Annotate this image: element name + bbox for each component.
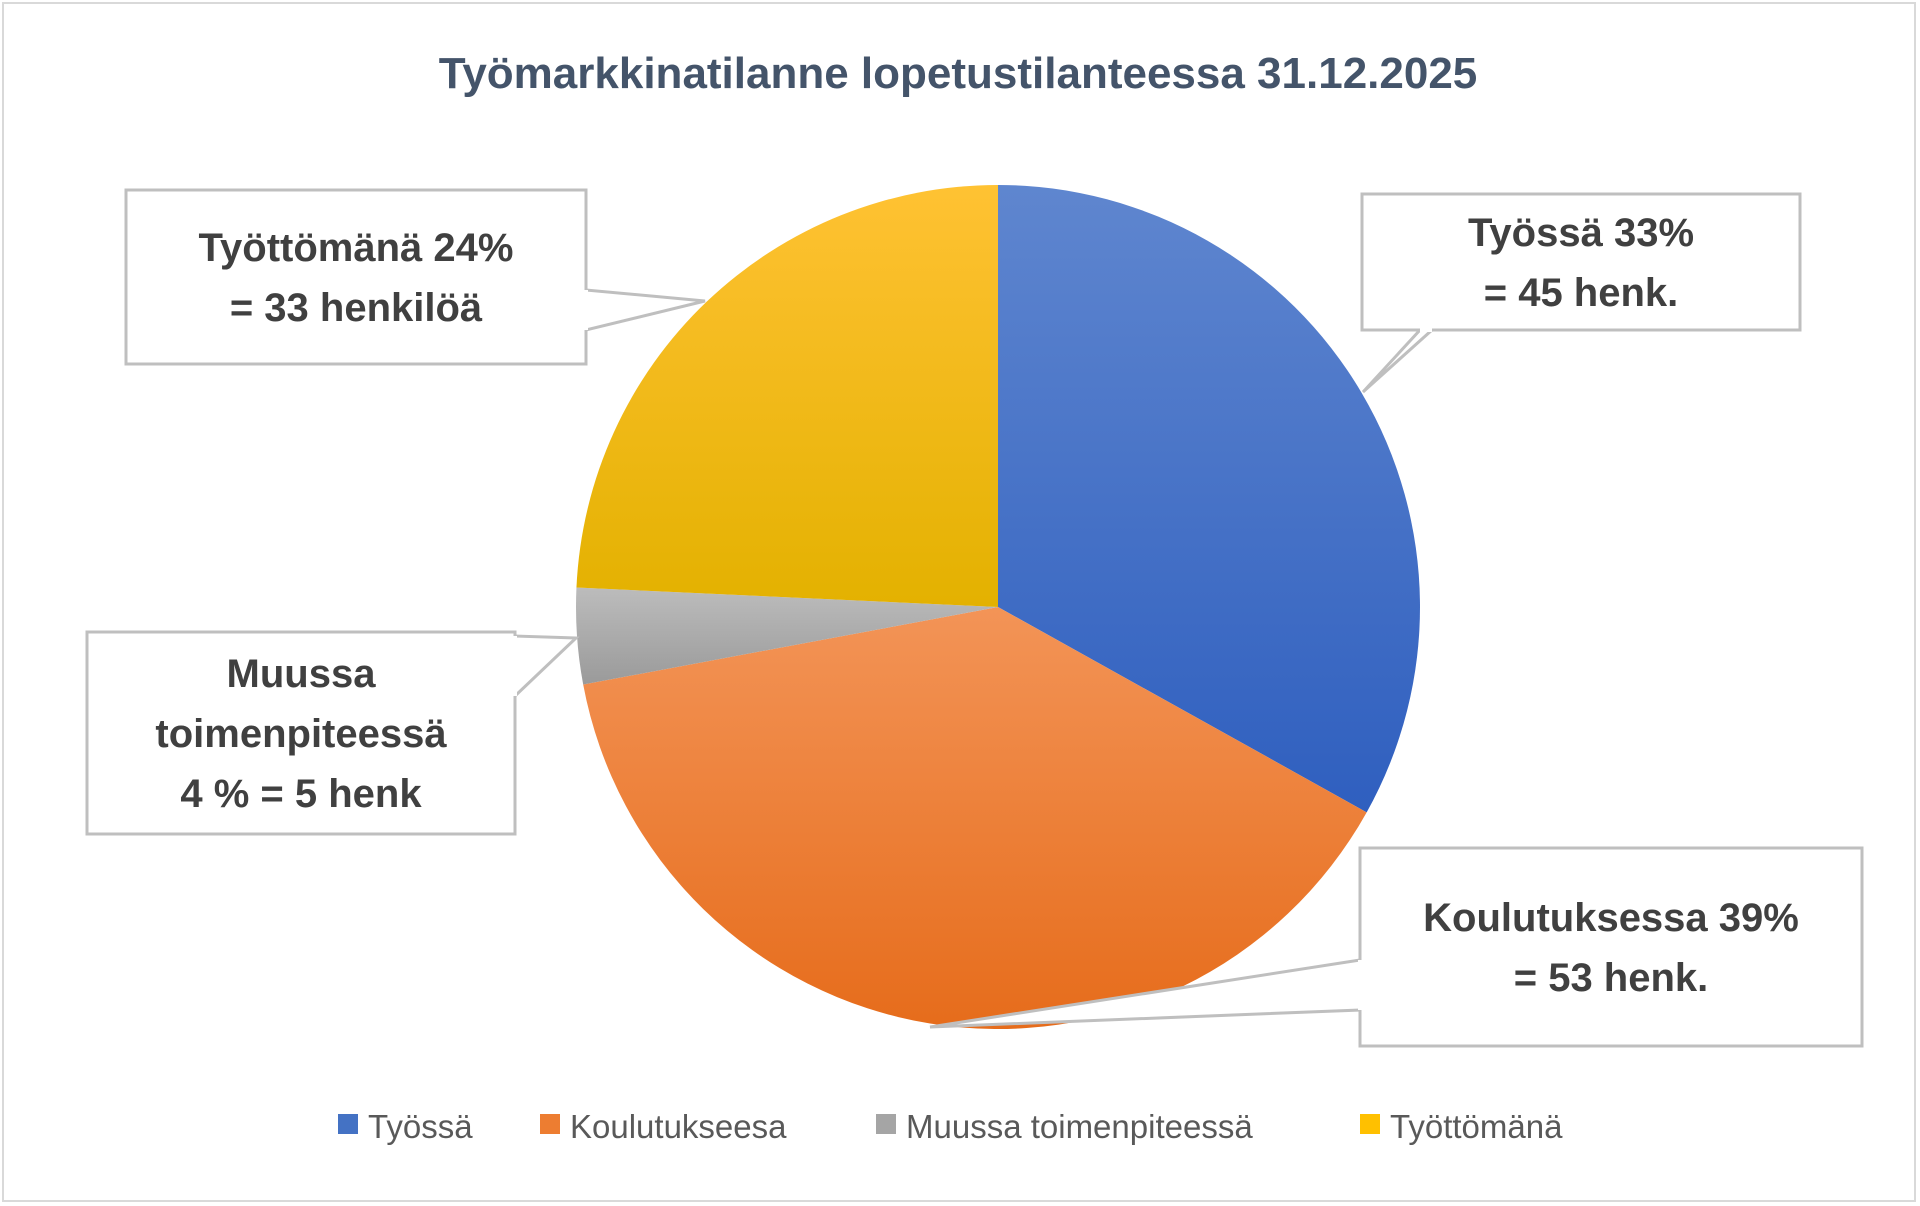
data-label-tyottomana: Työttömänä 24% = 33 henkilöä xyxy=(124,188,588,366)
legend-item-tyossa: Työssä xyxy=(338,1108,473,1145)
legend-label: Muussa toimenpiteessä xyxy=(906,1108,1253,1145)
pie-slices xyxy=(575,185,1421,1030)
data-label-text: Muussa xyxy=(227,652,377,696)
legend: Työssä Koulutukseesa Muussa toimenpiteessä… xyxy=(338,1108,1563,1145)
legend-item-muussa-toimenpiteessa: Muussa toimenpiteessä xyxy=(876,1108,1253,1145)
pie-slice-tyottomana xyxy=(576,185,998,607)
legend-item-tyottomana: Työttömänä xyxy=(1360,1108,1563,1145)
data-label-text: Koulutuksessa 39% xyxy=(1423,896,1799,940)
legend-label: Koulutukseesa xyxy=(570,1108,787,1145)
pie-slice-muussa-toimenpiteessa xyxy=(575,587,998,685)
data-label-box xyxy=(1358,846,1864,1048)
legend-item-koulutukseesa: Koulutukseesa xyxy=(540,1108,787,1145)
data-label-koulutukseesa: Koulutuksessa 39% = 53 henk. xyxy=(1358,846,1864,1048)
legend-swatch xyxy=(1360,1114,1380,1134)
data-label-text: toimenpiteessä xyxy=(155,712,447,756)
data-label-box xyxy=(124,188,588,366)
data-label-text: 4 % = 5 henk xyxy=(180,772,422,816)
data-label-box xyxy=(1360,192,1802,332)
data-label-text: Työttömänä 24% xyxy=(199,226,514,270)
data-label-text: = 53 henk. xyxy=(1514,956,1709,1000)
data-label-text: = 33 henkilöä xyxy=(230,286,483,330)
data-label-text: = 45 henk. xyxy=(1484,271,1679,315)
legend-label: Työttömänä xyxy=(1390,1108,1563,1145)
chart-title: Työmarkkinatilanne lopetustilanteessa 31… xyxy=(439,49,1478,98)
legend-swatch xyxy=(540,1114,560,1134)
pie-slice-tyossa xyxy=(998,185,1421,813)
data-labels: Työssä 33% = 45 henk. Koulutuksessa 39% = 5… xyxy=(85,188,1864,1048)
leader-line-tyossa xyxy=(1361,328,1436,394)
pie-slice-koulutukseesa xyxy=(583,607,1367,1030)
data-label-text: Työssä 33% xyxy=(1468,211,1694,255)
legend-label: Työssä xyxy=(368,1108,473,1145)
legend-swatch xyxy=(338,1114,358,1134)
legend-swatch xyxy=(876,1114,896,1134)
leader-line-muussa-toimenpiteessa xyxy=(513,634,580,700)
data-label-muussa-toimenpiteessa: Muussa toimenpiteessä 4 % = 5 henk xyxy=(85,630,517,836)
data-label-box xyxy=(85,630,517,836)
data-label-tyossa: Työssä 33% = 45 henk. xyxy=(1360,192,1802,332)
